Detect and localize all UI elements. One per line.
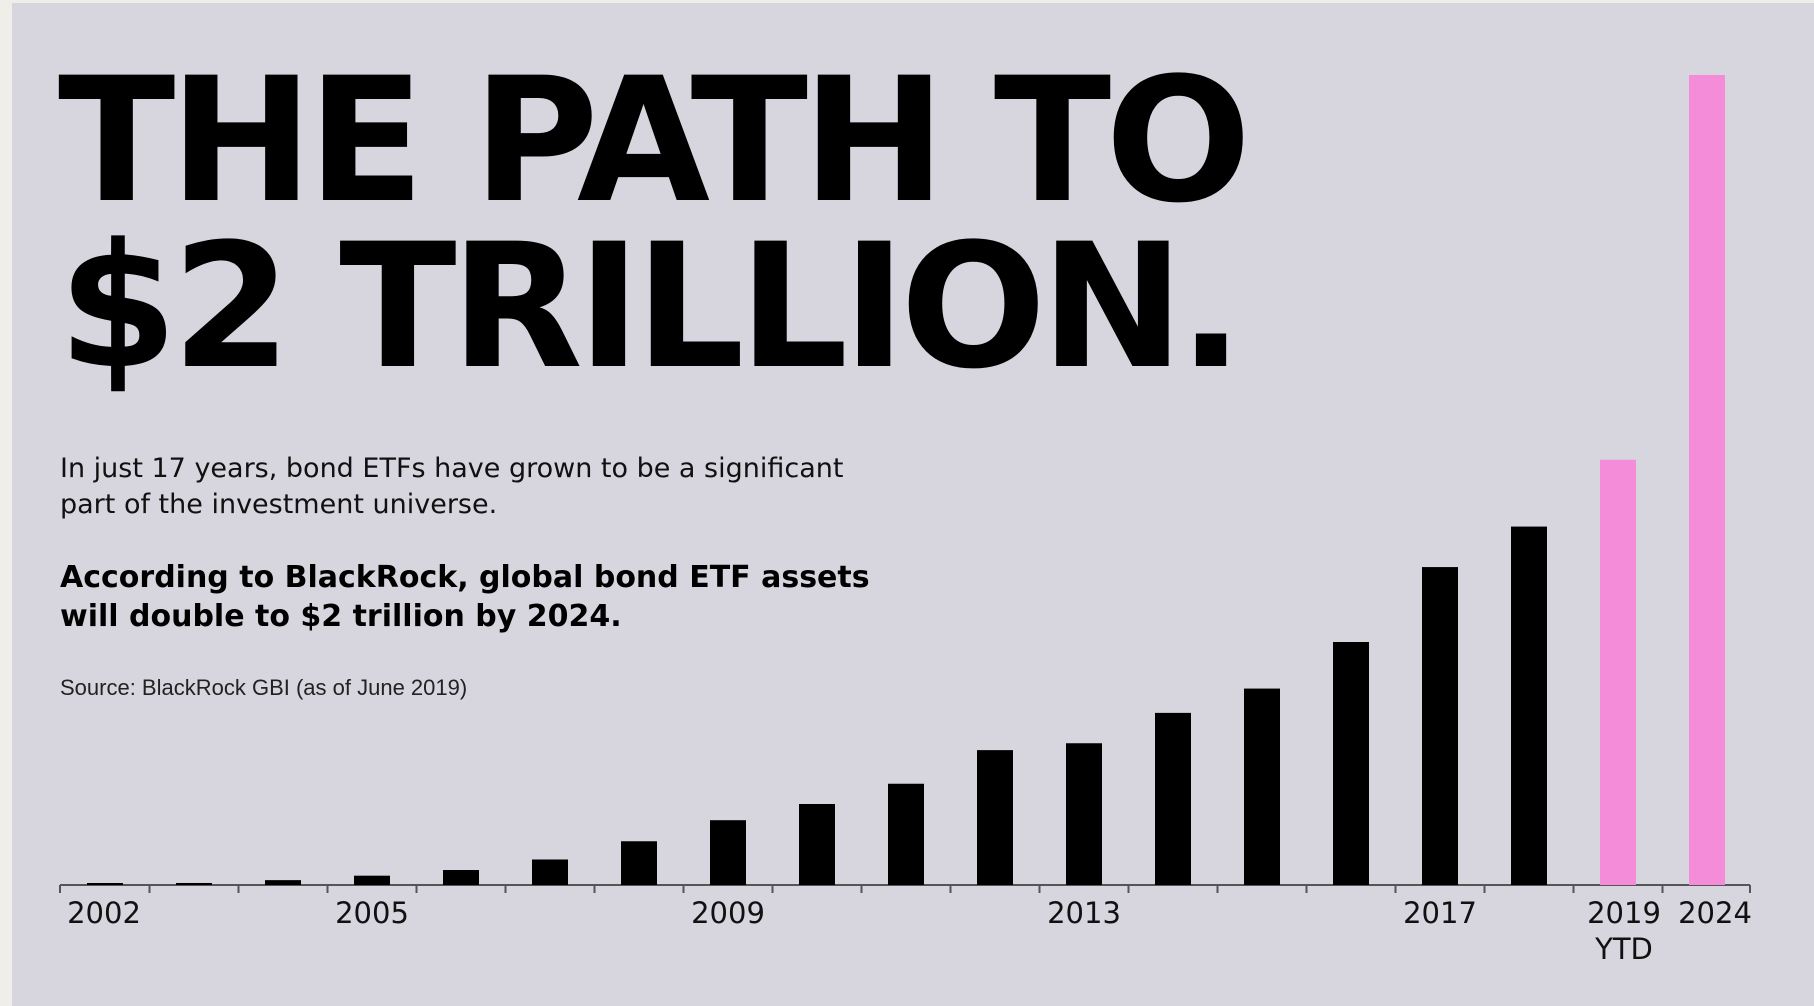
x-tick-label-2013: 2013 bbox=[1047, 896, 1121, 930]
x-tick-label-2017: 2017 bbox=[1403, 896, 1477, 930]
bar-2009 bbox=[710, 820, 746, 885]
bar-2017 bbox=[1422, 567, 1458, 885]
bar-2018 bbox=[1511, 526, 1547, 885]
bar-2002 bbox=[87, 883, 123, 885]
infographic-canvas: THE PATH TO $2 TRILLION. In just 17 year… bbox=[12, 3, 1814, 1006]
bar-2011 bbox=[888, 783, 924, 885]
bar-2010 bbox=[799, 804, 835, 885]
bar-2007 bbox=[532, 859, 568, 885]
source-note: Source: BlackRock GBI (as of June 2019) bbox=[60, 675, 468, 700]
headline-line-2: $2 TRILLION. bbox=[58, 206, 1244, 407]
bar-2006 bbox=[443, 870, 479, 885]
x-tick-label-ytd: YTD bbox=[1594, 932, 1653, 966]
bar-2024 bbox=[1689, 75, 1725, 885]
bar-2013 bbox=[1066, 743, 1102, 885]
bar-2003 bbox=[176, 882, 212, 885]
intro-text: In just 17 years, bond ETFs have grown t… bbox=[60, 453, 844, 520]
bar-2019-ytd bbox=[1600, 459, 1636, 885]
x-tick-label-2009: 2009 bbox=[691, 896, 765, 930]
bar-2014 bbox=[1155, 712, 1191, 885]
bar-2012 bbox=[977, 750, 1013, 885]
emphasis-text: According to BlackRock, global bond ETF … bbox=[60, 560, 870, 634]
bar-2004 bbox=[265, 880, 301, 885]
x-tick-label-2024: 2024 bbox=[1678, 896, 1752, 930]
x-tick-label-2005: 2005 bbox=[335, 896, 409, 930]
bar-2016 bbox=[1333, 642, 1369, 885]
x-tick-label-2002: 2002 bbox=[67, 896, 141, 930]
bar-2008 bbox=[621, 841, 657, 885]
headline-line-1: THE PATH TO bbox=[58, 40, 1251, 241]
x-tick-label-2019: 2019 bbox=[1587, 896, 1661, 930]
bar-2005 bbox=[354, 875, 390, 885]
bar-2015 bbox=[1244, 688, 1280, 885]
